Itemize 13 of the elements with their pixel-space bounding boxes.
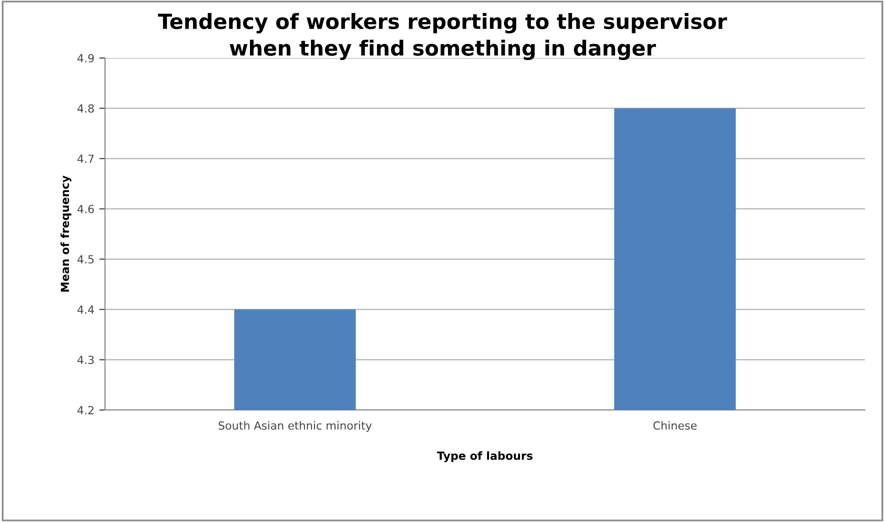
y-axis-title: Mean of frequency xyxy=(60,176,72,292)
y-tick-label: 4.7 xyxy=(77,154,94,163)
y-tick-label: 4.4 xyxy=(77,306,94,314)
y-tick-label: 4.8 xyxy=(77,104,94,113)
y-tick-label: 4.2 xyxy=(77,406,94,414)
chart-title: Tendency of workers reporting to the supervisor when they find something in danger xyxy=(158,13,728,60)
y-tick-label: 4.9 xyxy=(77,54,94,62)
x-axis-title: Type of labours xyxy=(437,451,533,462)
y-tick-label: 4.5 xyxy=(77,255,94,264)
y-tick-label: 4.3 xyxy=(77,356,94,364)
y-tick-label: 4.6 xyxy=(77,204,94,214)
x-tick-label: South Asian ethnic minority xyxy=(218,421,372,432)
x-tick-label: Chinese xyxy=(653,421,697,430)
